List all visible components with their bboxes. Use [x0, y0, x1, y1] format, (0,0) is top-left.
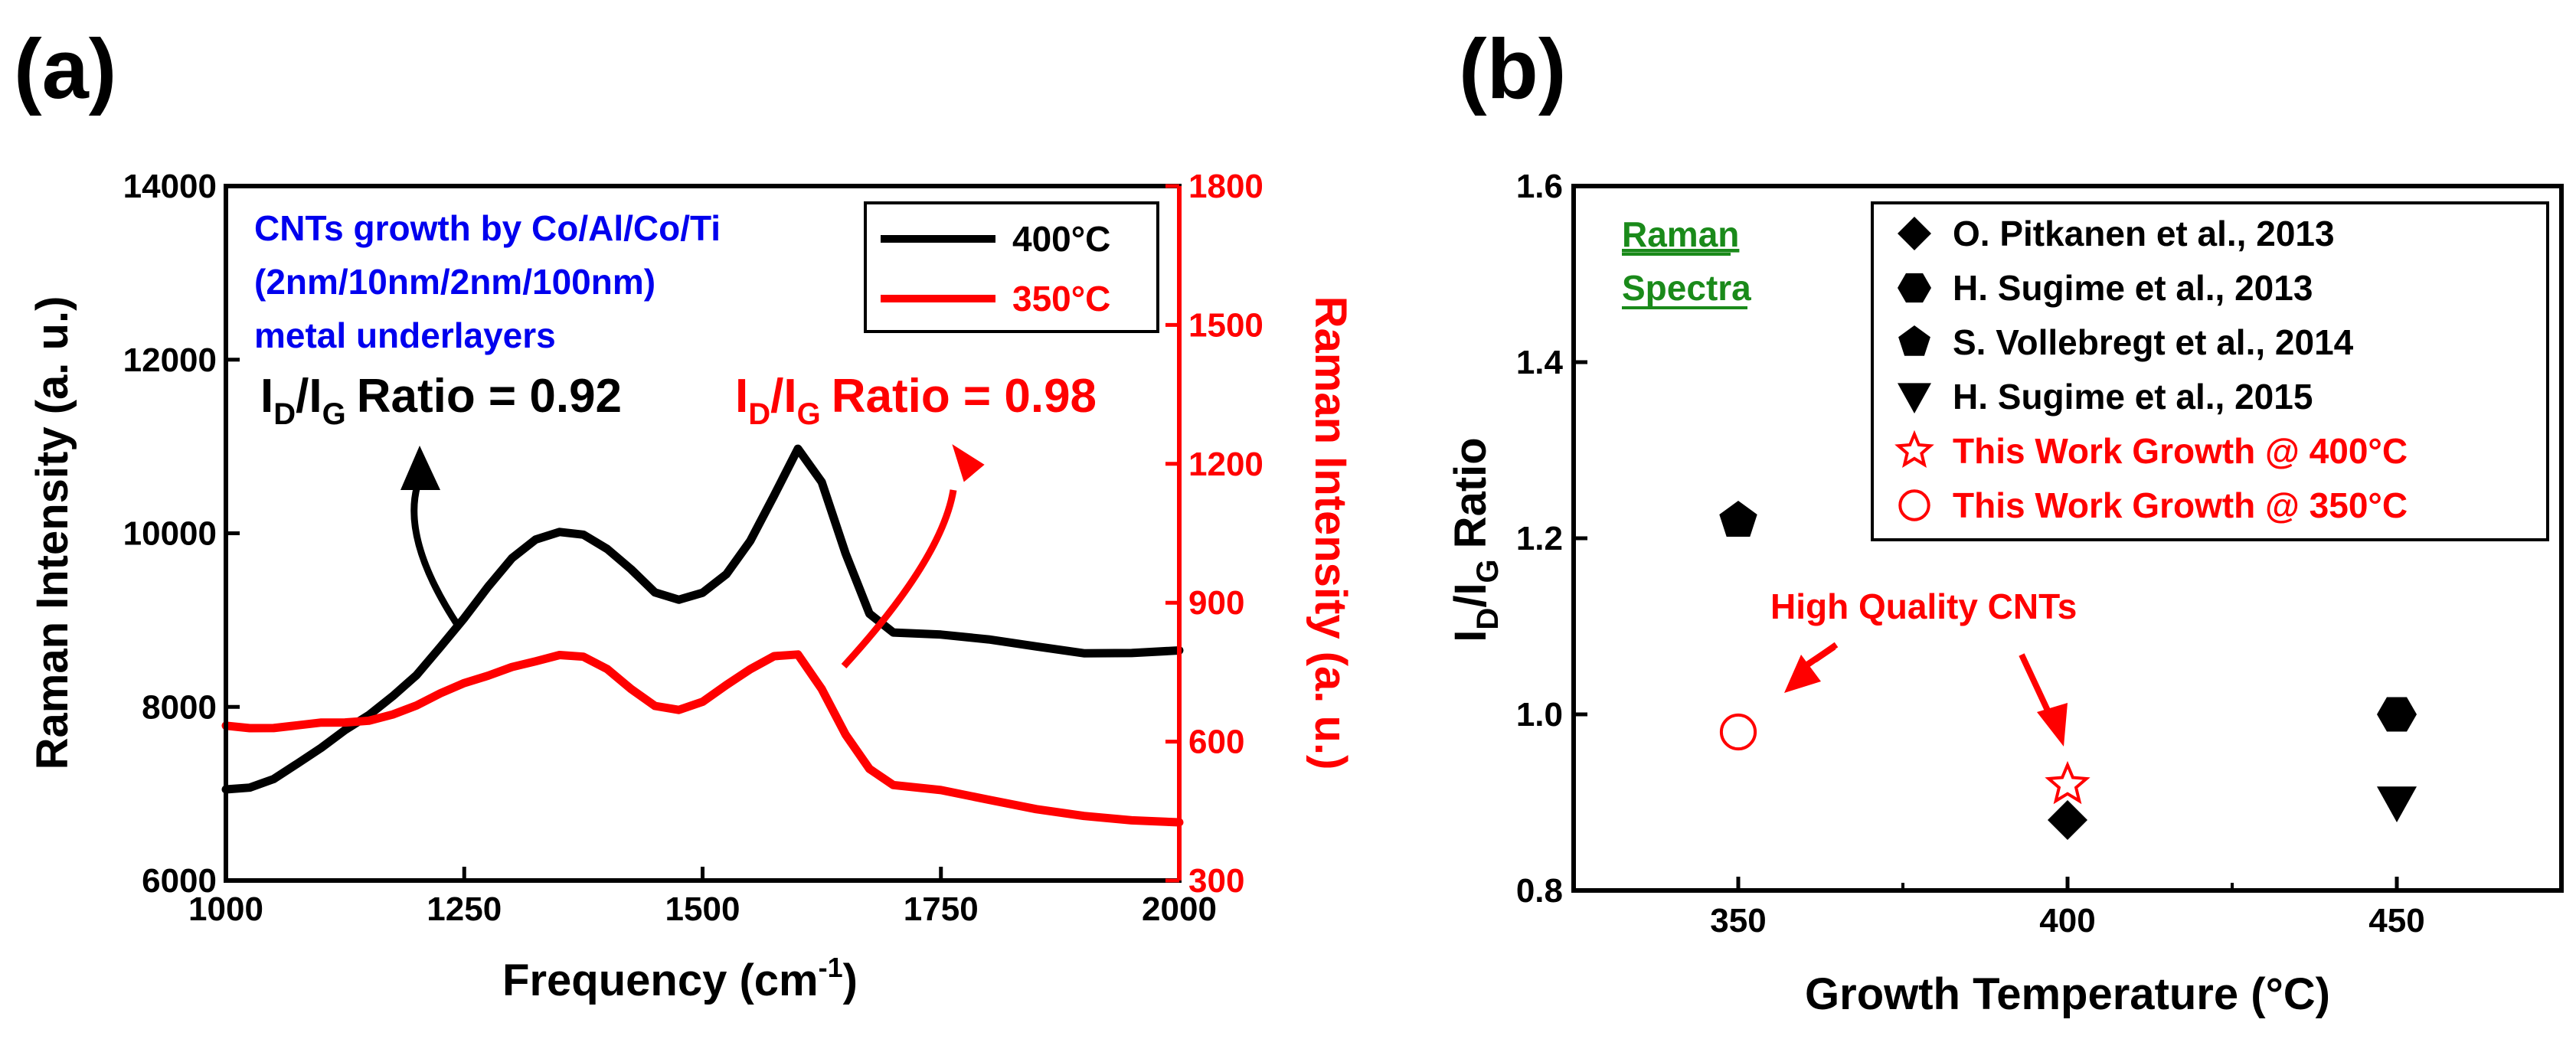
legend-label-b: O. Pitkanen et al., 2013 [1953, 214, 2335, 253]
axis-ticks-a: 1000 1250 1500 1750 2000 6000 8000 10000 12000 14… [123, 168, 1263, 928]
legend-marker-hexagon [1898, 273, 1931, 303]
y-tick-label-b: 1.0 [1516, 696, 1563, 734]
arrow-350-shaft [841, 489, 957, 669]
raman-note-line-2: Spectra [1622, 268, 1751, 308]
raman-spectrum-chart: 1000 1250 1500 1750 2000 6000 8000 10000 12000 14… [28, 168, 1355, 1005]
x-tick-label-a: 2000 [1142, 890, 1217, 928]
ratio-label-400: ID/IG Ratio = 0.92 [260, 370, 622, 431]
growth-description-line-3: metal underlayers [254, 315, 556, 355]
hq-arrow-right-head [2037, 703, 2068, 747]
y-tick-label-right: 900 [1188, 584, 1244, 622]
y-tick-label-right: 1500 [1188, 306, 1263, 344]
legend-marker-pentagon [1898, 325, 1930, 356]
x-tick-label-a: 1750 [904, 890, 979, 928]
y-tick-label-b: 0.8 [1516, 872, 1563, 910]
data-point-diamond [2048, 800, 2087, 840]
growth-description-line-2: (2nm/10nm/2nm/100nm) [254, 262, 655, 302]
legend-label-400: 400°C [1012, 219, 1110, 259]
x-tick-label-a: 1250 [427, 890, 502, 928]
legend-marker-star-open [1894, 430, 1934, 469]
legend-label-b: This Work Growth @ 400°C [1953, 431, 2408, 471]
x-tick-label-a: 1500 [665, 890, 740, 928]
y-tick-label-b: 1.4 [1516, 344, 1564, 381]
panel-label-a: (a) [14, 22, 116, 116]
hq-arrow-left-head [1784, 655, 1821, 693]
legend-box-b [1871, 201, 2549, 541]
data-point-star-open [2045, 760, 2091, 805]
legend-marker-diamond [1898, 217, 1931, 250]
data-point-pentagon [1719, 501, 1757, 537]
data-point-circle-open [1719, 713, 1757, 751]
axis-ticks-b: 350 400 450 0.8 1.0 1.2 1.4 1.6 [1516, 168, 2425, 939]
x-tick-label-b: 450 [2368, 902, 2424, 939]
legend-label-b: H. Sugime et al., 2013 [1953, 268, 2313, 308]
y-tick-label-left: 8000 [142, 688, 217, 726]
y-tick-label-b: 1.6 [1516, 168, 1563, 205]
arrow-350-head [952, 444, 985, 482]
legend-b: O. Pitkanen et al., 2013 H. Sugime et al.… [1894, 214, 2408, 525]
spectrum-series [221, 444, 1184, 827]
data-point-hexagon [2377, 697, 2417, 732]
y-tick-label-right: 600 [1188, 724, 1244, 761]
data-point-triangle-down [2377, 786, 2417, 822]
y-tick-label-left: 6000 [142, 862, 217, 900]
series-line-400 [221, 444, 1184, 794]
scatter-points [1719, 501, 2417, 840]
y-tick-label-left: 12000 [123, 341, 217, 379]
hq-arrow-right-shaft [2019, 653, 2051, 714]
y-axis-label-b: ID/IGRatio [1446, 437, 1505, 642]
x-tick-label-a: 1000 [188, 890, 263, 928]
legend-label-b: S. Vollebregt et al., 2014 [1953, 322, 2354, 362]
hq-arrow-left-main [1801, 642, 1839, 671]
arrow-400-shaft [410, 477, 463, 630]
legend-marker-triangle-down [1898, 383, 1931, 413]
id-ig-ratio-chart: 350 400 450 0.8 1.0 1.2 1.4 1.6 Growth Temperat… [1446, 168, 2564, 1019]
legend-label-350: 350°C [1012, 279, 1110, 319]
y-tick-label-b: 1.2 [1516, 520, 1563, 557]
raman-note-line-1: Raman [1622, 214, 1739, 254]
series-line-350 [221, 650, 1184, 827]
y-axis-label-left: Raman Intensity (a. u.) [28, 296, 77, 770]
panel-label-b: (b) [1459, 22, 1566, 116]
y-tick-label-left: 10000 [123, 515, 217, 553]
y-tick-label-right: 1200 [1188, 446, 1263, 483]
y-axis-label-right: Raman Intensity (a. u.) [1306, 296, 1355, 770]
y-tick-label-right: 300 [1188, 862, 1244, 900]
legend-box-a [864, 201, 1159, 333]
x-axis-label-b: Growth Temperature (°C) [1805, 969, 2330, 1019]
y-tick-label-left: 14000 [123, 168, 217, 205]
arrow-400-head [400, 446, 440, 490]
ratio-label-350: ID/IG Ratio = 0.98 [735, 370, 1097, 431]
growth-description-line-1: CNTs growth by Co/Al/Co/Ti [254, 208, 721, 248]
x-axis-label-a: Frequency (cm-1) [502, 952, 858, 1005]
legend-label-b: H. Sugime et al., 2015 [1953, 377, 2313, 417]
y-tick-label-right: 1800 [1188, 168, 1263, 205]
x-tick-label-b: 350 [1710, 902, 1766, 939]
legend-label-b: This Work Growth @ 350°C [1953, 485, 2408, 525]
legend-marker-circle-open [1898, 489, 1930, 521]
high-quality-label: High Quality CNTs [1770, 586, 2077, 626]
x-tick-label-b: 400 [2039, 902, 2095, 939]
